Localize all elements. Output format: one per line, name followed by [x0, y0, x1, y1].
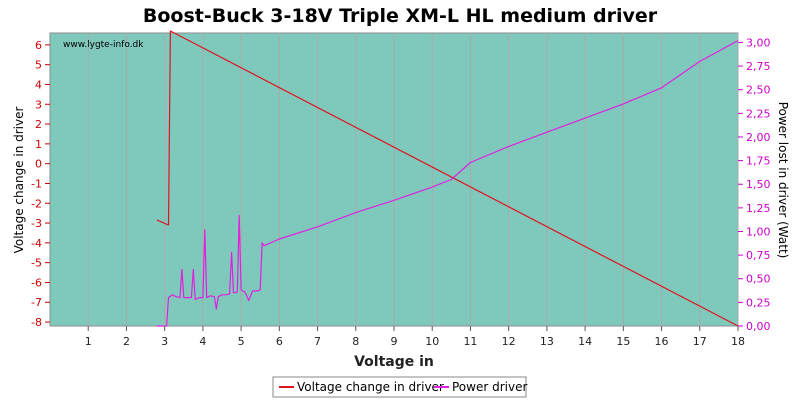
right-tick-label: 0,75 — [746, 249, 771, 262]
legend-box — [272, 376, 527, 398]
legend-label-power: Power driver — [452, 380, 527, 394]
x-tick-label: 16 — [655, 335, 669, 348]
x-tick-label: 2 — [123, 335, 130, 348]
x-tick-label: 13 — [540, 335, 554, 348]
x-tick-label: 14 — [578, 335, 592, 348]
x-tick-label: 11 — [463, 335, 477, 348]
left-tick-label: 2 — [35, 118, 42, 131]
left-tick-label: -3 — [31, 217, 42, 230]
series-line-voltage-change — [156, 30, 739, 327]
right-tick-label: 2,25 — [746, 107, 771, 120]
x-tick-label: 3 — [161, 335, 168, 348]
grid — [87, 33, 739, 326]
right-axis-ticks: 0,00 0,25 0,50 0,75 1,00 1,25 1,50 1,75 2,00 2,25… — [738, 36, 771, 333]
right-tick-label: 2,75 — [746, 60, 771, 73]
left-axis-ticks: -8 -7 -6 -5 -4 -3 -2 -1 0 1 2 3 4 5 6 — [31, 39, 50, 329]
x-tick-label: 18 — [731, 335, 745, 348]
right-tick-label: 2,00 — [746, 131, 771, 144]
left-tick-label: -2 — [31, 197, 42, 210]
right-tick-label: 1,75 — [746, 155, 771, 168]
legend: Voltage change in driver Power driver — [272, 376, 527, 398]
left-tick-label: -1 — [31, 177, 42, 190]
x-tick-label: 1 — [85, 335, 92, 348]
legend-label-voltage: Voltage change in driver — [297, 380, 444, 394]
left-tick-label: 1 — [35, 138, 42, 151]
x-tick-label: 17 — [693, 335, 707, 348]
x-axis-title: Voltage in — [354, 354, 434, 370]
plot-area: www.lygte-info.dk — [49, 30, 739, 327]
right-tick-label: 0,50 — [746, 273, 771, 286]
left-tick-label: 4 — [35, 78, 42, 91]
left-tick-label: 0 — [35, 158, 42, 171]
left-tick-label: -4 — [31, 237, 42, 250]
left-tick-label: -6 — [31, 276, 42, 289]
right-axis-title: Power lost in driver (Watt) — [776, 102, 790, 259]
right-tick-label: 3,00 — [746, 36, 771, 49]
x-tick-label: 15 — [616, 335, 630, 348]
right-tick-label: 0,25 — [746, 296, 771, 309]
left-axis-title: Voltage change in driver — [12, 107, 26, 254]
x-tick-label: 10 — [425, 335, 439, 348]
right-tick-label: 1,25 — [746, 202, 771, 215]
x-tick-label: 5 — [238, 335, 245, 348]
watermark: www.lygte-info.dk — [63, 40, 144, 50]
left-tick-label: -5 — [31, 257, 42, 270]
x-tick-label: 12 — [502, 335, 516, 348]
x-tick-label: 6 — [276, 335, 283, 348]
right-tick-label: 2,50 — [746, 84, 771, 97]
x-tick-label: 7 — [314, 335, 321, 348]
left-tick-label: 5 — [35, 59, 42, 72]
left-tick-label: -7 — [31, 296, 42, 309]
x-axis-ticks: 1 2 3 4 5 6 7 8 9 10 11 12 13 14 15 16 17 18 — [85, 326, 745, 348]
right-tick-label: 0,00 — [746, 320, 771, 333]
right-tick-label: 1,00 — [746, 225, 771, 238]
series-line-power — [157, 40, 739, 327]
right-tick-label: 1,50 — [746, 178, 771, 191]
x-tick-label: 8 — [352, 335, 359, 348]
series-layer — [156, 30, 739, 327]
left-tick-label: 6 — [35, 39, 42, 52]
left-tick-label: 3 — [35, 98, 42, 111]
x-tick-label: 4 — [199, 335, 206, 348]
left-tick-label: -8 — [31, 316, 42, 329]
x-tick-label: 9 — [391, 335, 398, 348]
chart-title: Boost-Buck 3-18V Triple XM-L HL medium d… — [143, 5, 658, 27]
